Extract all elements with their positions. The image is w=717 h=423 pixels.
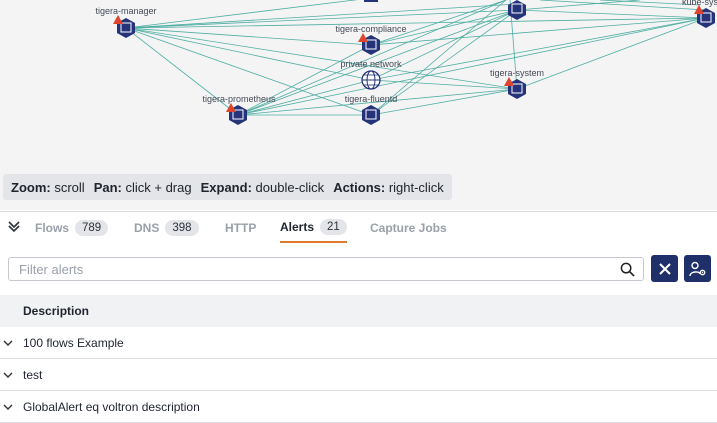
node-kube-system[interactable]: kube-sys bbox=[682, 0, 717, 28]
node-label: tigera-system bbox=[490, 68, 544, 78]
node-label: tigera-fluentd bbox=[345, 94, 398, 104]
tab-bar: Flows 789 DNS 398 HTTP Alerts 21 Capture… bbox=[0, 211, 717, 243]
chevron-down-icon[interactable] bbox=[3, 370, 13, 380]
clear-filter-button[interactable] bbox=[651, 255, 678, 282]
warning-icon bbox=[226, 103, 236, 112]
graph-edges bbox=[125, 0, 707, 116]
table-row[interactable]: 100 flows Example bbox=[0, 327, 717, 359]
chevron-down-icon[interactable] bbox=[3, 338, 13, 348]
table-header: Description bbox=[0, 295, 717, 327]
hint-expand: Expand: double-click bbox=[200, 179, 325, 195]
warning-icon bbox=[694, 5, 704, 14]
chevron-down-icon[interactable] bbox=[3, 402, 13, 412]
row-description: GlobalAlert eq voltron description bbox=[23, 399, 200, 414]
tab-label: HTTP bbox=[225, 220, 257, 235]
tab-capture-jobs[interactable]: Capture Jobs bbox=[370, 212, 447, 243]
node-label: private network bbox=[340, 59, 402, 69]
table-row[interactable]: test bbox=[0, 359, 717, 391]
node-tigera-system[interactable]: tigera-system bbox=[490, 68, 544, 99]
warning-icon bbox=[504, 77, 514, 86]
node-label: tigera-prometheus bbox=[202, 94, 276, 104]
count-badge: 21 bbox=[320, 218, 347, 235]
network-graph[interactable]: tigera-manager tigera-compliance private… bbox=[0, 0, 717, 210]
node-tigera-manager[interactable]: tigera-manager bbox=[95, 6, 157, 38]
column-header-description[interactable]: Description bbox=[23, 304, 90, 318]
filter-alerts-input[interactable] bbox=[9, 258, 589, 280]
warning-icon bbox=[358, 33, 368, 42]
close-icon bbox=[658, 262, 671, 275]
node-label: tigera-manager bbox=[95, 6, 156, 16]
node-top-partial[interactable] bbox=[508, 0, 526, 20]
alert-settings-button[interactable] bbox=[684, 255, 711, 282]
tab-alerts[interactable]: Alerts 21 bbox=[280, 212, 347, 243]
tab-label: Capture Jobs bbox=[370, 220, 447, 235]
warning-icon bbox=[113, 15, 123, 24]
node-label: tigera-compliance bbox=[335, 24, 406, 34]
table-row[interactable]: GlobalAlert eq voltron description bbox=[0, 391, 717, 423]
hint-actions: Actions: right-click bbox=[333, 179, 444, 195]
search-icon[interactable] bbox=[620, 262, 635, 277]
node-label: kube-sys bbox=[682, 0, 717, 7]
user-gear-icon bbox=[688, 261, 705, 276]
hint-zoom: Zoom: scroll bbox=[11, 179, 85, 195]
collapse-panel-icon[interactable] bbox=[6, 218, 22, 234]
node-top-partial-2[interactable] bbox=[364, 0, 378, 2]
tab-label: Alerts bbox=[280, 219, 315, 234]
count-badge: 398 bbox=[165, 219, 199, 236]
tab-http[interactable]: HTTP bbox=[225, 212, 256, 243]
node-private-network[interactable]: private network bbox=[340, 59, 402, 90]
row-description: test bbox=[23, 367, 43, 382]
graph-canvas[interactable]: tigera-manager tigera-compliance private… bbox=[0, 0, 717, 210]
tab-label: Flows bbox=[35, 220, 70, 235]
tab-label: DNS bbox=[134, 220, 160, 235]
tab-dns[interactable]: DNS 398 bbox=[134, 212, 199, 243]
row-description: 100 flows Example bbox=[23, 335, 124, 350]
node-tigera-compliance[interactable]: tigera-compliance bbox=[335, 24, 407, 55]
filter-box bbox=[8, 257, 644, 281]
graph-controls-hint: Zoom: scroll Pan: click + drag Expand: d… bbox=[3, 174, 452, 200]
count-badge: 789 bbox=[75, 219, 109, 236]
tab-flows[interactable]: Flows 789 bbox=[35, 212, 109, 243]
node-tigera-prometheus[interactable]: tigera-prometheus bbox=[202, 94, 276, 125]
hint-pan: Pan: click + drag bbox=[93, 179, 192, 195]
node-tigera-fluentd[interactable]: tigera-fluentd bbox=[345, 94, 398, 125]
